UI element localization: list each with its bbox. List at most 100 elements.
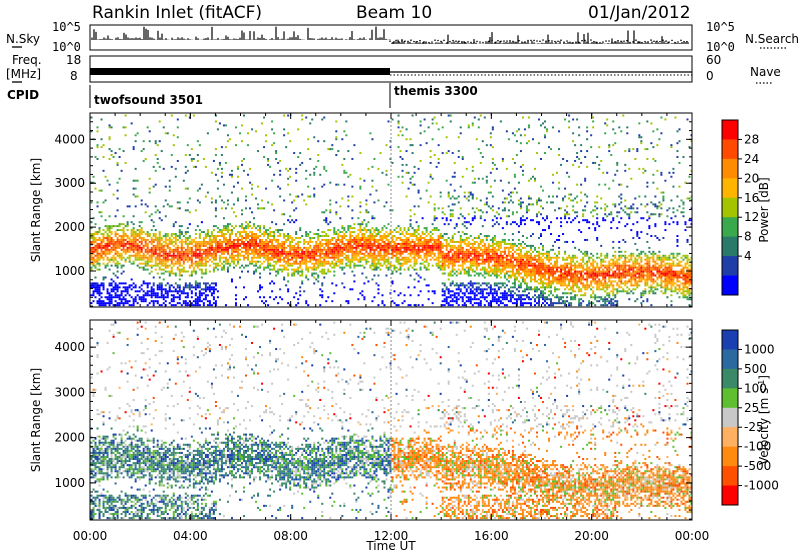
scatter-cell [94, 236, 97, 239]
scatter-cell [381, 264, 384, 267]
scatter-cell [315, 278, 318, 281]
scatter-cell [269, 240, 272, 243]
scatter-cell [142, 246, 145, 249]
scatter-cell [210, 244, 213, 247]
scatter-cell [226, 248, 229, 251]
scatter-cell [427, 233, 430, 236]
scatter-cell [397, 236, 400, 239]
scatter-cell [124, 260, 127, 263]
scatter-cell [232, 266, 235, 269]
scatter-cell [253, 264, 256, 267]
scatter-cell [208, 304, 211, 307]
scatter-cell [196, 282, 199, 285]
scatter-cell [333, 246, 336, 249]
scatter-cell [257, 150, 260, 153]
scatter-cell [186, 250, 189, 253]
scatter-cell [375, 189, 378, 192]
scatter-cell [114, 246, 117, 249]
scatter-cell [90, 250, 93, 253]
scatter-cell [182, 262, 185, 265]
scatter-cell [449, 244, 452, 247]
scatter-cell [234, 244, 237, 247]
scatter-cell [245, 246, 248, 249]
scatter-cell [397, 250, 400, 253]
scatter-cell [279, 244, 282, 247]
scatter-cell [485, 236, 488, 239]
nsearch-point [572, 42, 574, 44]
scatter-cell [245, 231, 248, 234]
scatter-cell [96, 256, 99, 259]
scatter-cell [499, 296, 502, 299]
scatter-cell [483, 298, 486, 301]
scatter-cell [323, 256, 326, 259]
scatter-cell [301, 272, 304, 275]
scatter-cell [475, 302, 478, 305]
scatter-cell [154, 256, 157, 259]
scatter-cell [208, 284, 211, 287]
scatter-cell [162, 254, 165, 257]
scatter-cell [361, 221, 364, 224]
scatter-cell [162, 302, 165, 305]
scatter-cell [449, 272, 452, 275]
scatter-cell [471, 250, 474, 253]
scatter-cell [275, 157, 278, 160]
scatter-cell [325, 260, 328, 263]
scatter-cell [465, 197, 468, 200]
scatter-cell [96, 260, 99, 263]
scatter-cell [345, 231, 348, 234]
scatter-cell [365, 260, 368, 263]
scatter-cell [341, 260, 344, 263]
scatter-cell [222, 246, 225, 249]
scatter-cell [385, 173, 388, 176]
scatter-cell [495, 248, 498, 251]
scatter-cell [186, 244, 189, 247]
scatter-cell [267, 244, 270, 247]
scatter-cell [313, 266, 316, 269]
scatter-cell [395, 266, 398, 269]
scatter-cell [355, 252, 358, 255]
scatter-cell [287, 274, 290, 277]
scatter-cell [453, 252, 456, 255]
scatter-cell [299, 266, 302, 269]
scatter-cell [277, 254, 280, 257]
scatter-cell [228, 256, 231, 259]
scatter-cell [313, 250, 316, 253]
scatter-cell [411, 175, 414, 178]
scatter-cell [196, 189, 199, 192]
scatter-cell [457, 136, 460, 139]
scatter-cell [427, 250, 430, 253]
scatter-cell [333, 250, 336, 253]
scatter-cell [178, 272, 181, 275]
scatter-cell [325, 209, 328, 212]
scatter-cell [469, 302, 472, 305]
scatter-cell [335, 260, 338, 263]
scatter-cell [146, 262, 149, 265]
scatter-cell [347, 254, 350, 257]
scatter-cell [283, 250, 286, 253]
scatter-cell [142, 266, 145, 269]
scatter-cell [425, 242, 428, 245]
scatter-cell [166, 233, 169, 236]
scatter-cell [158, 250, 161, 253]
scatter-cell [453, 171, 456, 174]
scatter-cell [367, 244, 370, 247]
scatter-cell [299, 252, 302, 255]
scatter-cell [90, 116, 93, 119]
scatter-cell [204, 195, 207, 198]
scatter-cell [467, 236, 470, 239]
scatter-cell [154, 250, 157, 253]
scatter-cell [413, 213, 416, 216]
scatter-cell [379, 236, 382, 239]
freq-right-tick-low: 0 [706, 69, 714, 83]
scatter-cell [170, 233, 173, 236]
scatter-cell [188, 300, 191, 303]
scatter-cell [102, 169, 105, 172]
scatter-cell [128, 205, 131, 208]
scatter-cell [243, 242, 246, 245]
scatter-cell [188, 266, 191, 269]
scatter-cell [114, 235, 117, 237]
scatter-cell [413, 240, 416, 243]
scatter-cell [299, 260, 302, 263]
scatter-cell [132, 231, 135, 234]
scatter-cell [401, 252, 404, 255]
